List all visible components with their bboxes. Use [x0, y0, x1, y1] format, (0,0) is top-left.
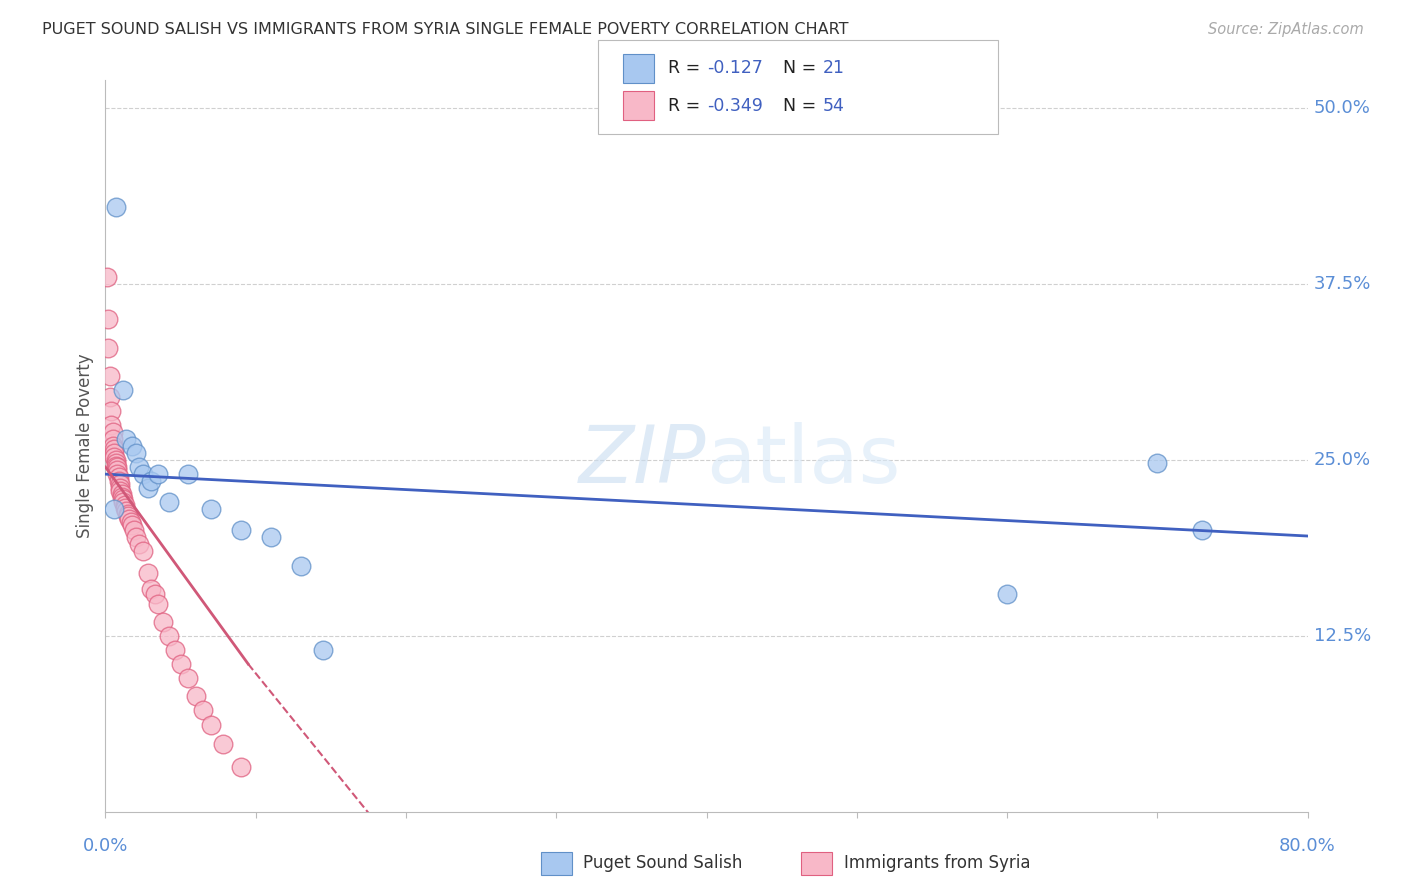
- Point: [146, 467, 169, 482]
- Point: [100, 404, 122, 418]
- Point: [103, 446, 125, 460]
- Text: ZIP: ZIP: [579, 422, 707, 500]
- Text: 21: 21: [823, 60, 845, 78]
- Point: [995, 587, 1018, 601]
- Point: [128, 537, 150, 551]
- Point: [177, 467, 200, 482]
- Point: [229, 760, 252, 774]
- Point: [110, 483, 132, 498]
- Text: Source: ZipAtlas.com: Source: ZipAtlas.com: [1208, 22, 1364, 37]
- Text: 50.0%: 50.0%: [1313, 99, 1371, 118]
- Point: [157, 495, 180, 509]
- Point: [312, 643, 335, 657]
- Point: [139, 582, 162, 597]
- Point: [112, 383, 135, 397]
- Point: [132, 544, 155, 558]
- Text: 0.0%: 0.0%: [83, 837, 128, 855]
- Point: [114, 500, 136, 515]
- Point: [143, 587, 166, 601]
- Point: [96, 270, 118, 285]
- Point: [115, 504, 138, 518]
- Point: [139, 474, 162, 488]
- Point: [107, 460, 129, 475]
- Point: [132, 467, 155, 482]
- Point: [118, 512, 141, 526]
- Point: [103, 442, 125, 456]
- Point: [115, 432, 138, 446]
- Point: [103, 450, 125, 465]
- Point: [101, 432, 124, 446]
- Y-axis label: Single Female Poverty: Single Female Poverty: [76, 354, 94, 538]
- Point: [103, 502, 125, 516]
- Point: [117, 507, 139, 521]
- Text: PUGET SOUND SALISH VS IMMIGRANTS FROM SYRIA SINGLE FEMALE POVERTY CORRELATION CH: PUGET SOUND SALISH VS IMMIGRANTS FROM SY…: [42, 22, 849, 37]
- Point: [111, 487, 134, 501]
- Point: [104, 453, 127, 467]
- Text: 25.0%: 25.0%: [1313, 451, 1371, 469]
- Text: atlas: atlas: [707, 422, 901, 500]
- Point: [124, 446, 146, 460]
- Text: N =: N =: [783, 60, 817, 78]
- Point: [101, 439, 124, 453]
- Text: 37.5%: 37.5%: [1313, 276, 1371, 293]
- Point: [104, 456, 127, 470]
- Point: [1146, 456, 1168, 470]
- Point: [110, 481, 132, 495]
- Point: [200, 502, 222, 516]
- Point: [169, 657, 191, 671]
- Point: [124, 530, 146, 544]
- Point: [98, 368, 121, 383]
- Point: [146, 597, 169, 611]
- Point: [100, 417, 122, 432]
- Point: [107, 467, 129, 482]
- Text: R =: R =: [668, 96, 706, 114]
- Point: [121, 517, 143, 532]
- Point: [184, 690, 207, 704]
- Text: -0.127: -0.127: [707, 60, 763, 78]
- Point: [260, 530, 283, 544]
- Point: [97, 312, 120, 326]
- Point: [122, 524, 145, 538]
- Point: [117, 509, 139, 524]
- Text: R =: R =: [668, 60, 706, 78]
- Text: Puget Sound Salish: Puget Sound Salish: [583, 855, 742, 872]
- Point: [108, 470, 131, 484]
- Point: [108, 474, 131, 488]
- Point: [136, 481, 159, 495]
- Point: [136, 566, 159, 580]
- Point: [211, 737, 233, 751]
- Point: [98, 390, 121, 404]
- Text: 12.5%: 12.5%: [1313, 627, 1371, 645]
- Point: [177, 671, 200, 685]
- Text: N =: N =: [783, 96, 817, 114]
- Text: 80.0%: 80.0%: [1279, 837, 1336, 855]
- Point: [97, 341, 120, 355]
- Point: [290, 558, 312, 573]
- Point: [111, 490, 134, 504]
- Point: [229, 524, 252, 538]
- Point: [107, 463, 129, 477]
- Point: [1191, 524, 1213, 538]
- Point: [163, 643, 186, 657]
- Text: Immigrants from Syria: Immigrants from Syria: [844, 855, 1031, 872]
- Point: [157, 629, 180, 643]
- Text: 54: 54: [823, 96, 845, 114]
- Point: [128, 460, 150, 475]
- Point: [121, 439, 143, 453]
- Text: -0.349: -0.349: [707, 96, 763, 114]
- Point: [101, 425, 124, 439]
- Point: [114, 498, 136, 512]
- Point: [152, 615, 174, 629]
- Point: [120, 515, 142, 529]
- Point: [104, 458, 127, 473]
- Point: [112, 492, 135, 507]
- Point: [110, 477, 132, 491]
- Point: [200, 717, 222, 731]
- Point: [191, 703, 214, 717]
- Point: [104, 200, 127, 214]
- Point: [112, 495, 135, 509]
